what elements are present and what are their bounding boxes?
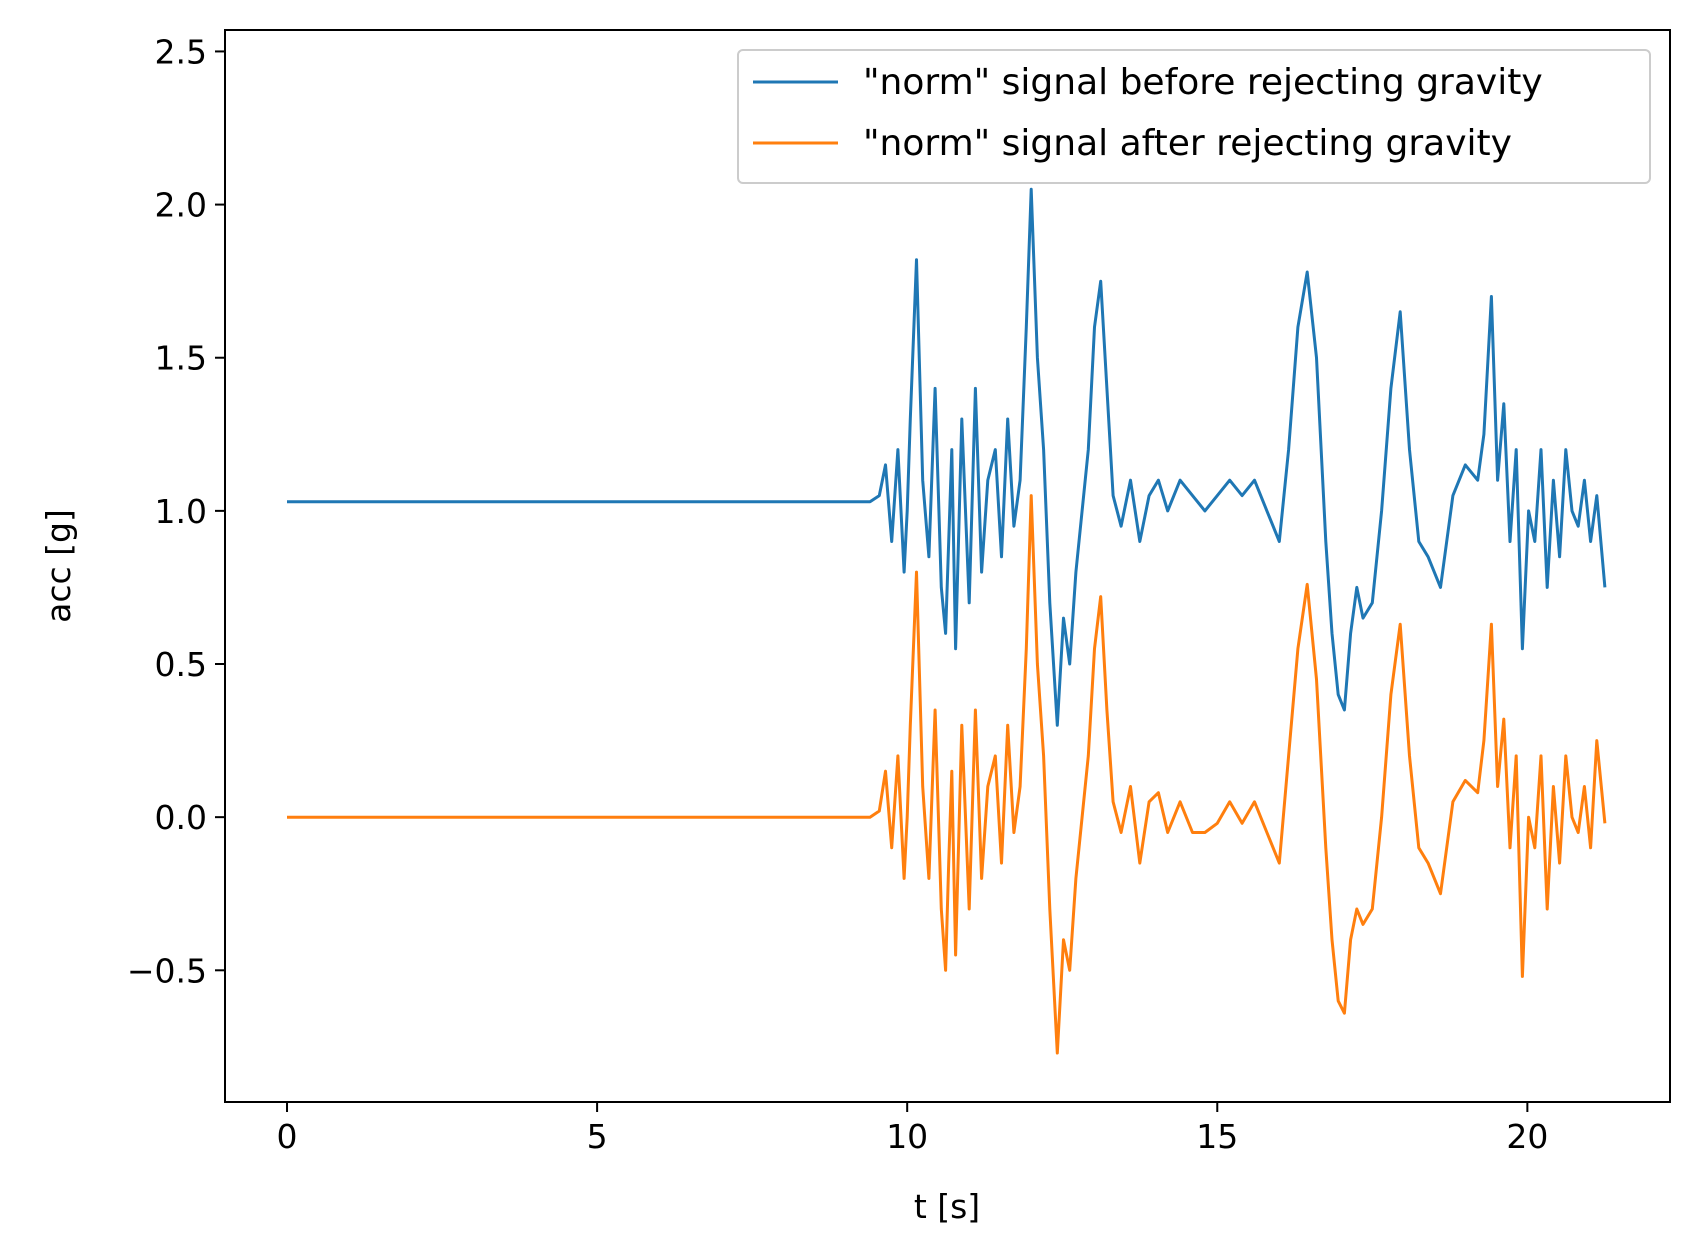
y-tick-label: 2.0 — [155, 186, 207, 225]
x-tick-label: 0 — [277, 1117, 298, 1156]
y-tick-label: 1.5 — [155, 339, 207, 378]
x-tick-label: 5 — [587, 1117, 608, 1156]
series-line-after-gravity — [287, 494, 1607, 1055]
y-tick-label: 1.0 — [155, 492, 207, 531]
legend: "norm" signal before rejecting gravity "… — [737, 49, 1651, 184]
y-tick-label: 0.0 — [155, 798, 207, 837]
plot-frame — [224, 29, 1671, 1103]
y-axis-label: acc [g] — [39, 509, 78, 623]
y-axis-ticks: 2.5 2.0 1.5 1.0 0.5 0.0 −0.5 — [127, 32, 225, 990]
legend-label-after: "norm" signal after rejecting gravity — [863, 123, 1512, 164]
y-tick-label: 2.5 — [155, 32, 207, 71]
x-tick-label: 20 — [1506, 1117, 1548, 1156]
y-tick-label: 0.5 — [155, 645, 207, 684]
legend-label-before: "norm" signal before rejecting gravity — [863, 62, 1543, 103]
x-axis-ticks: 0 5 10 15 20 — [277, 1102, 1548, 1156]
series-line-before-gravity — [287, 187, 1607, 727]
x-tick-label: 10 — [886, 1117, 928, 1156]
x-tick-label: 15 — [1196, 1117, 1238, 1156]
y-tick-label: −0.5 — [127, 951, 207, 990]
series-layer — [287, 187, 1607, 1055]
legend-box — [737, 49, 1651, 184]
x-axis-label: t [s] — [914, 1187, 980, 1226]
